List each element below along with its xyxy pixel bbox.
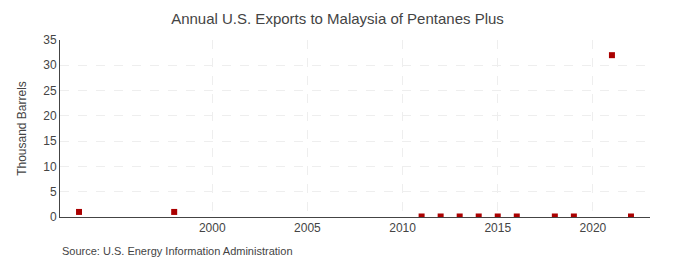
svg-text:10: 10 [43,160,57,174]
svg-text:0: 0 [50,210,57,224]
svg-text:Source: U.S. Energy Informatio: Source: U.S. Energy Information Administ… [62,245,293,257]
svg-text:20: 20 [43,109,57,123]
svg-text:2015: 2015 [484,221,511,235]
svg-text:2020: 2020 [580,221,607,235]
svg-text:2010: 2010 [389,221,416,235]
svg-text:2000: 2000 [199,221,226,235]
svg-text:25: 25 [43,84,57,98]
svg-text:Annual U.S. Exports to Malaysi: Annual U.S. Exports to Malaysia of Penta… [171,10,504,27]
svg-text:2005: 2005 [294,221,321,235]
svg-text:15: 15 [43,134,57,148]
svg-text:30: 30 [43,58,57,72]
svg-text:5: 5 [50,185,57,199]
svg-text:Thousand Barrels: Thousand Barrels [15,81,29,176]
svg-text:35: 35 [43,33,57,47]
